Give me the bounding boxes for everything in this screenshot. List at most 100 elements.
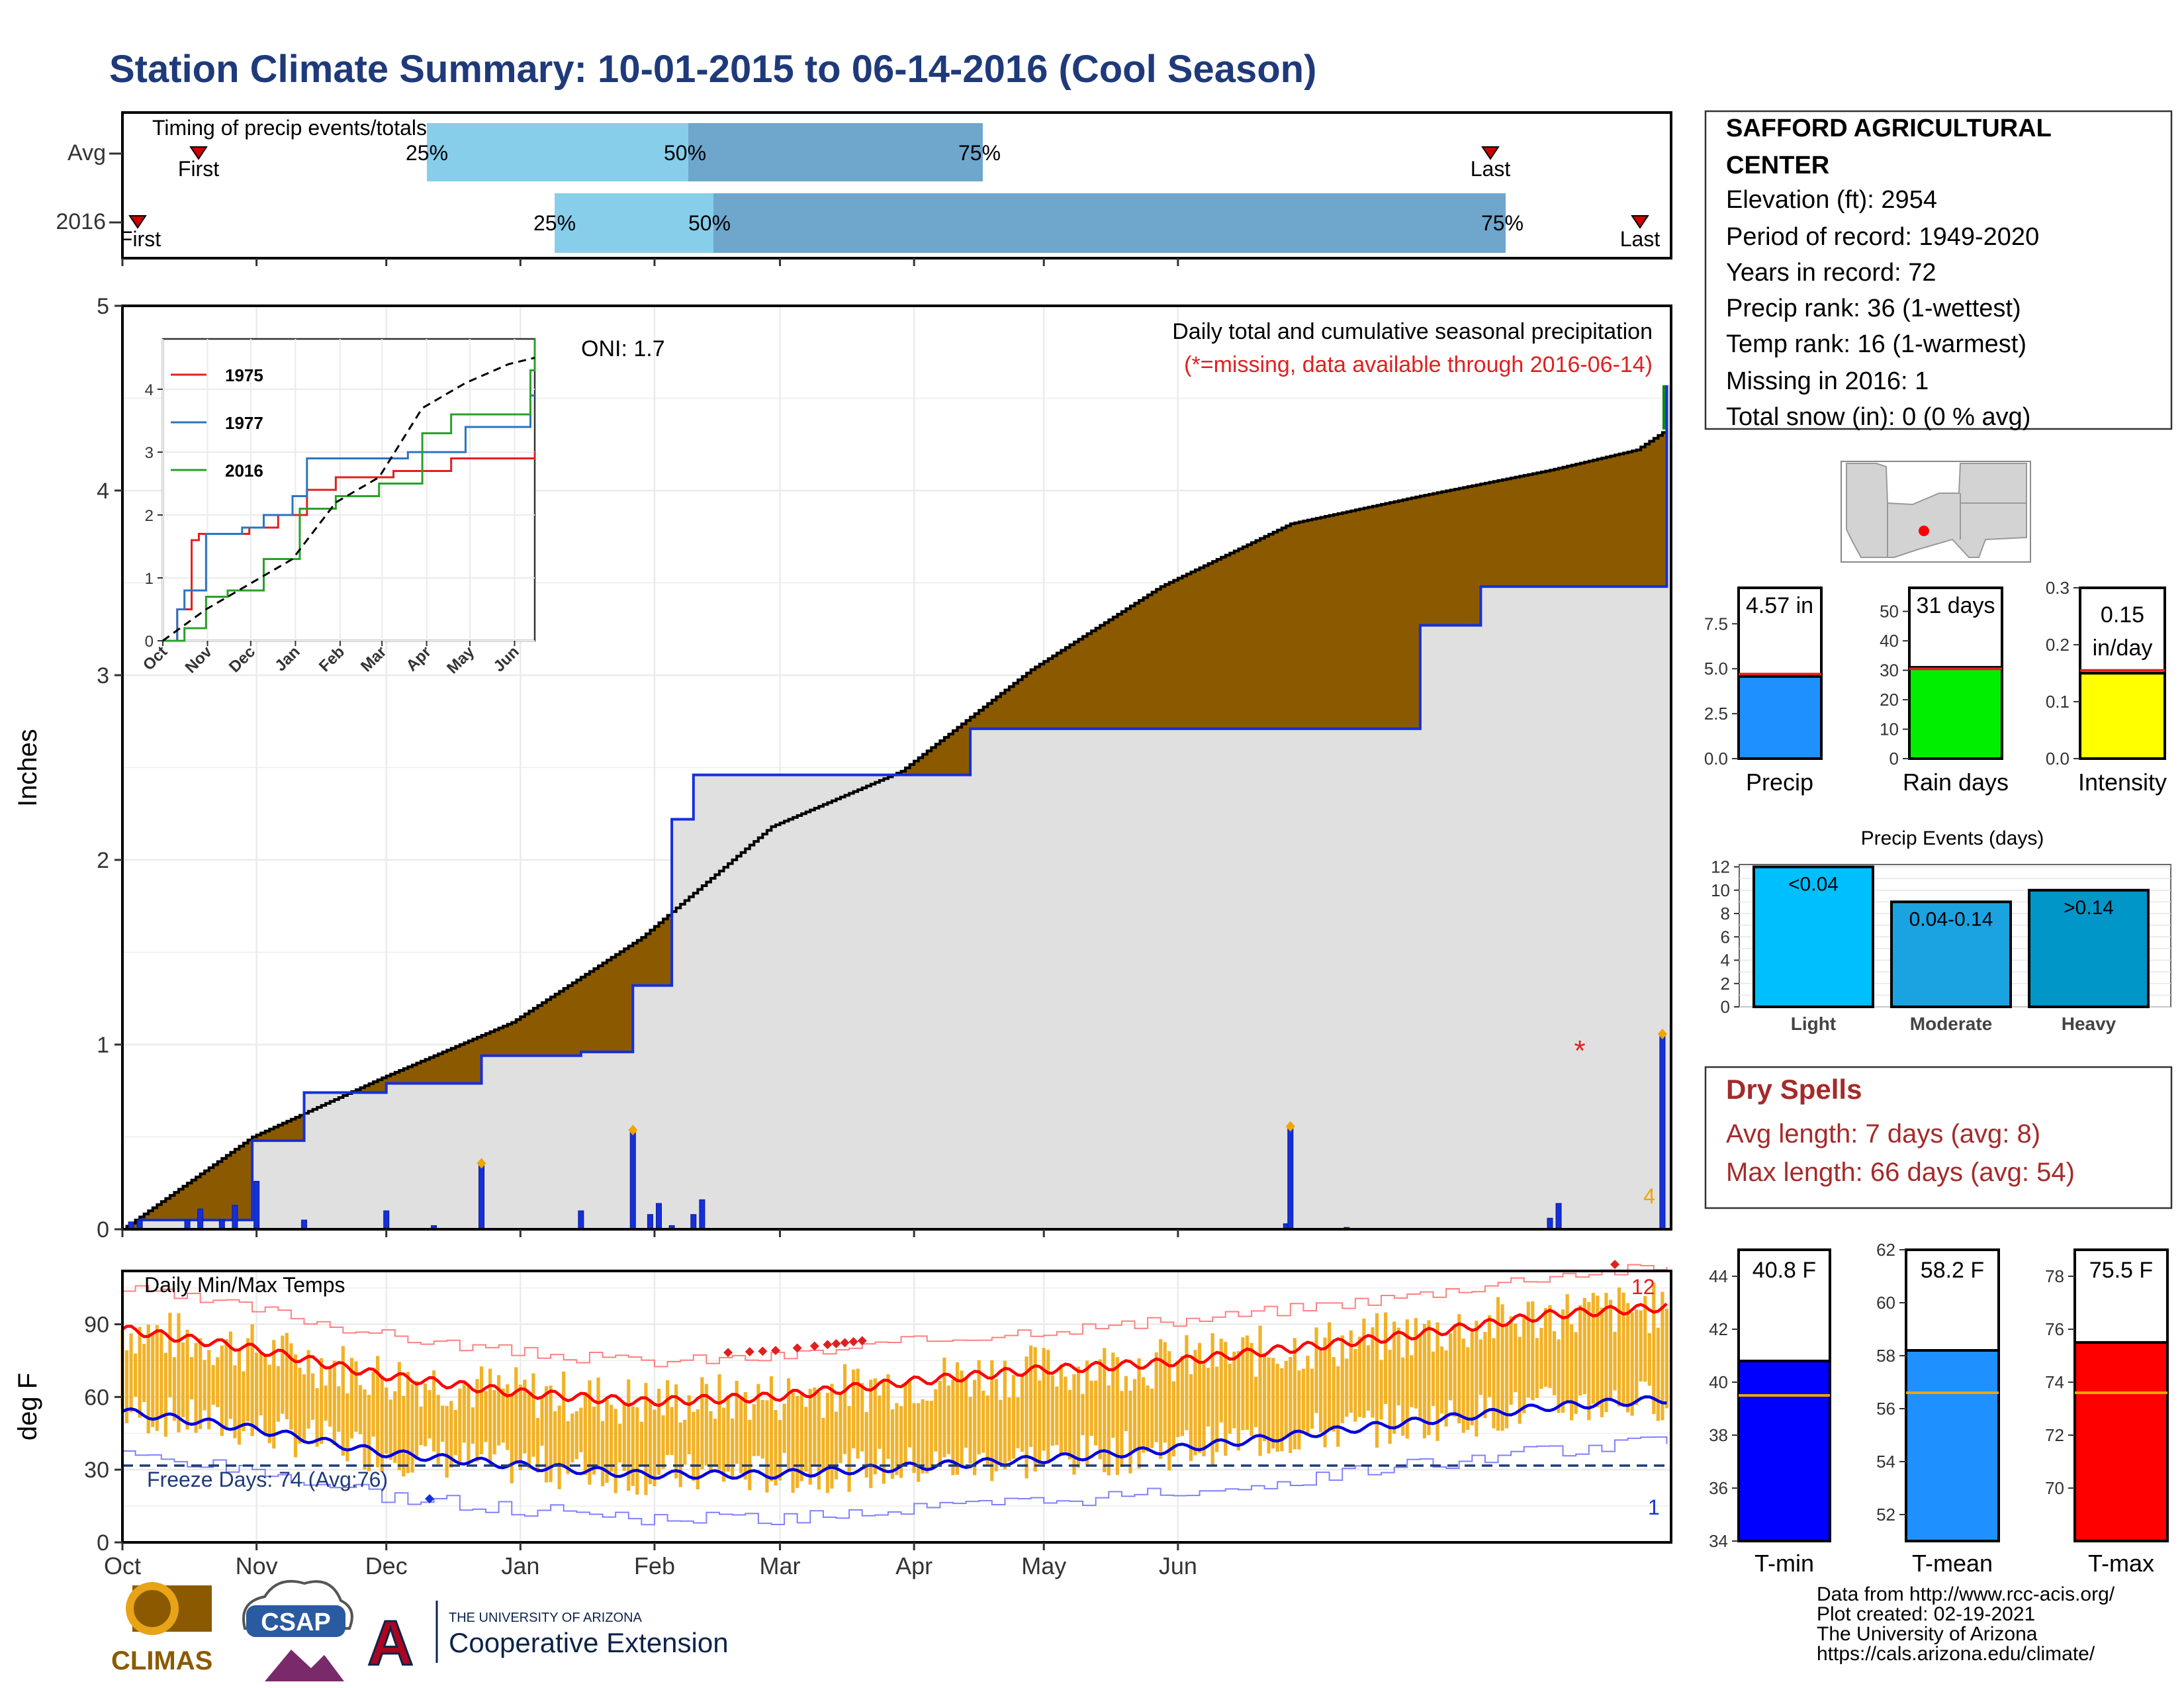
temp-daily-bar — [1336, 1366, 1340, 1447]
temp-daily-bar — [458, 1388, 462, 1466]
temp-daily-bar — [1128, 1390, 1132, 1474]
temp-daily-bar — [428, 1389, 432, 1438]
temp-daily-bar — [1289, 1357, 1293, 1453]
temp-daily-bar — [700, 1377, 704, 1470]
temp-daily-bar — [310, 1373, 315, 1420]
footer-line-3: The University of Arizona — [1817, 1623, 2038, 1645]
temp-daily-bar — [1557, 1339, 1561, 1413]
temp-daily-bar — [1150, 1388, 1154, 1448]
temp-daily-bar — [462, 1383, 466, 1443]
temp-daily-bar — [544, 1386, 549, 1483]
month-tick-label: Jun — [1159, 1552, 1197, 1579]
temp-daily-bar — [1033, 1347, 1037, 1472]
tmean-bar — [1905, 1349, 2000, 1542]
temp-daily-bar — [332, 1360, 336, 1446]
timing-2016-bar-dark — [713, 193, 1506, 253]
temp-daily-bar — [713, 1419, 717, 1466]
mini-chart-raindays: 0 10 20 30 40 50 31 days Rain days — [1880, 586, 2009, 796]
dry-spells-max: Max length: 66 days (avg: 54) — [1726, 1158, 2075, 1187]
temp-daily-bar — [453, 1409, 457, 1456]
temp-daily-bar — [644, 1383, 648, 1495]
footer-line-1: Data from http://www.rcc-acis.org/ — [1817, 1583, 2115, 1605]
inset-y-tick-label: 3 — [145, 444, 154, 462]
ua-small-text: THE UNIVERSITY OF ARIZONA — [449, 1611, 643, 1625]
temp-y-axis: 0 30 60 90 — [84, 1313, 122, 1556]
temp-daily-bar — [255, 1352, 259, 1430]
temp-daily-bar — [406, 1372, 410, 1474]
mini-y-tick-label: 0.0 — [1704, 749, 1728, 769]
mini-intensity-y-axis: 0.0 0.1 0.2 0.3 — [2046, 578, 2080, 769]
temp-daily-bar — [648, 1399, 653, 1485]
temp-daily-bar — [1318, 1350, 1323, 1432]
temp-daily-bar — [1345, 1358, 1349, 1417]
events-bar — [2028, 888, 2150, 1009]
precip-daily-bar — [1659, 1035, 1666, 1230]
precip-daily-bar — [656, 1203, 662, 1230]
mini-raindays-value: 31 days — [1916, 593, 1995, 618]
temp-daily-bar — [1250, 1342, 1253, 1436]
temp-daily-bar — [272, 1340, 276, 1449]
footer-line-2: Plot created: 02-19-2021 — [1817, 1603, 2035, 1625]
temp-daily-bar — [869, 1380, 873, 1488]
temp-daily-bar — [1487, 1315, 1492, 1397]
tmin-value: 40.8 F — [1752, 1258, 1816, 1283]
temp-daily-bar — [1171, 1381, 1175, 1457]
temp-daily-bar — [834, 1411, 839, 1479]
month-tick-label: May — [1021, 1552, 1066, 1579]
temp-daily-bar — [1306, 1356, 1310, 1434]
temp-daily-bar — [363, 1389, 367, 1470]
temp-daily-bar — [1444, 1350, 1448, 1427]
mini-chart-intensity: 0.0 0.1 0.2 0.3 0.15 in/day Intensity — [2046, 578, 2167, 796]
temp-daily-bar — [735, 1381, 739, 1464]
temp-daily-bar — [414, 1381, 419, 1460]
temp-daily-bar — [1457, 1314, 1461, 1424]
temp-daily-bar — [985, 1395, 989, 1465]
temp-daily-bar — [994, 1379, 998, 1472]
temp-daily-bar — [760, 1399, 764, 1459]
temp-daily-bar — [1280, 1368, 1284, 1452]
timing-2016-first-label: First — [120, 227, 161, 251]
temp-daily-bar — [1414, 1318, 1418, 1409]
station-period: Period of record: 1949-2020 — [1726, 223, 2039, 251]
temp-daily-bar — [864, 1411, 868, 1477]
temp-daily-bar — [1284, 1360, 1288, 1437]
temp-daily-bar — [285, 1333, 289, 1419]
csap-logo: CSAP — [242, 1579, 353, 1681]
temp-daily-bar — [189, 1357, 194, 1399]
temp-daily-bar — [960, 1370, 964, 1467]
inset-y-axis: 0 1 2 3 4 — [145, 381, 163, 651]
mini-y-tick-label: 0.3 — [2046, 578, 2070, 598]
station-snow: Total snow (in): 0 (0 % avg) — [1726, 403, 2030, 431]
record-high-marker — [857, 1336, 867, 1346]
temp-daily-bar — [1392, 1321, 1396, 1434]
temp-daily-bar — [929, 1401, 933, 1470]
precip-daily-bar — [1547, 1217, 1553, 1230]
temp-daily-bar — [588, 1380, 592, 1485]
timing-2016-p50: 50% — [688, 211, 731, 235]
temp-daily-bar — [1020, 1375, 1024, 1452]
temp-daily-bar — [371, 1371, 375, 1437]
mini-y-tick-label: 0 — [1889, 749, 1899, 769]
temp-daily-bar — [721, 1407, 726, 1482]
temp-daily-bar — [1401, 1357, 1405, 1436]
temp-daily-bar — [432, 1370, 436, 1452]
temp-daily-bar — [1630, 1312, 1634, 1416]
temp-daily-bar — [1552, 1331, 1557, 1395]
temp-y-tick-label: 90 — [84, 1313, 109, 1338]
temp-daily-bar — [134, 1353, 138, 1397]
mini-raindays-label: Rain days — [1903, 769, 2009, 796]
temp-daily-bar — [1210, 1333, 1214, 1466]
temp-daily-bar — [1219, 1338, 1223, 1423]
temp-daily-bar — [423, 1383, 428, 1446]
record-high-marker — [1610, 1260, 1620, 1270]
temp-daily-bar — [1561, 1309, 1565, 1413]
temp-daily-bar — [1046, 1350, 1050, 1463]
page-title: Station Climate Summary: 10-01-2015 to 0… — [109, 48, 1316, 91]
temp-daily-bar — [886, 1374, 890, 1459]
temp-daily-bar — [1548, 1305, 1552, 1388]
ua-logo: A THE UNIVERSITY OF ARIZONA Cooperative … — [367, 1601, 729, 1680]
station-temp-rank: Temp rank: 16 (1-warmest) — [1726, 330, 2026, 358]
temp-daily-bar — [341, 1346, 345, 1456]
temp-daily-bar — [1068, 1389, 1072, 1460]
temp-daily-bar — [540, 1396, 544, 1446]
